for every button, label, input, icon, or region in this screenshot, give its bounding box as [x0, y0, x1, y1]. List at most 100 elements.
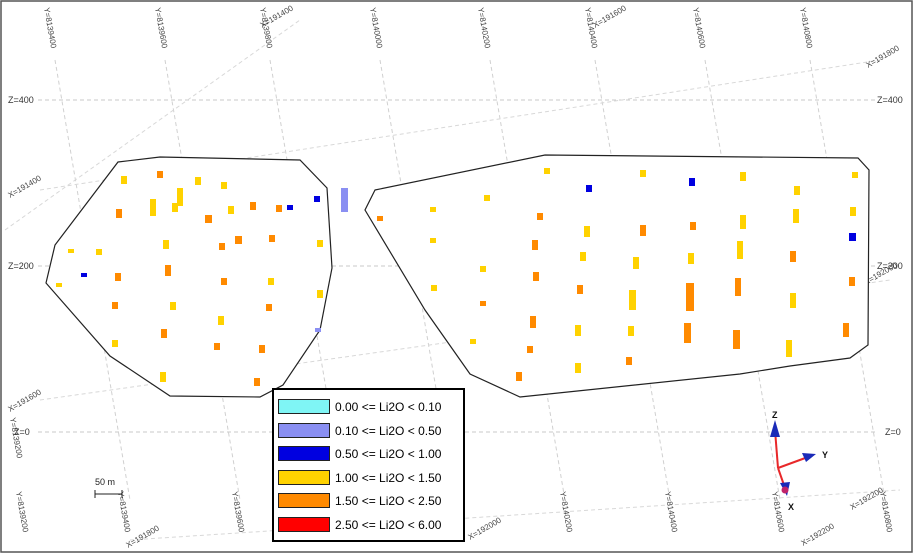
sample-interval [633, 257, 639, 269]
legend-swatch [278, 423, 330, 438]
sample-interval [56, 283, 62, 287]
sample-interval [580, 252, 586, 261]
sample-interval [157, 171, 163, 178]
sample-interval [228, 206, 234, 214]
sample-interval [430, 238, 436, 243]
sample-interval [852, 172, 858, 178]
z-labels-left: Z=400 Z=200 Z=0 [8, 95, 34, 437]
svg-text:Z: Z [772, 410, 778, 420]
sample-interval [470, 339, 476, 344]
sample-interval [516, 372, 522, 381]
svg-text:Y: Y [822, 450, 828, 460]
legend-label: 0.50 <= Li2O < 1.00 [335, 446, 442, 461]
sample-interval [629, 290, 636, 310]
sample-interval [116, 209, 122, 218]
legend: 0.00 <= Li2O < 0.10 0.10 <= Li2O < 0.50 … [272, 388, 465, 542]
sample-interval [586, 185, 592, 192]
sample-interval [544, 168, 550, 174]
sample-interval [786, 340, 792, 357]
sample-interval [537, 213, 543, 220]
legend-label: 1.00 <= Li2O < 1.50 [335, 470, 442, 485]
sample-interval [317, 290, 323, 298]
legend-item: 0.10 <= Li2O < 0.50 [278, 421, 441, 440]
sample-interval [115, 273, 121, 281]
sample-interval [532, 240, 538, 250]
legend-item: 1.50 <= Li2O < 2.50 [278, 491, 441, 510]
svg-text:Z=400: Z=400 [877, 95, 903, 105]
legend-label: 2.50 <= Li2O < 6.00 [335, 517, 442, 532]
svg-text:Z=200: Z=200 [877, 261, 903, 271]
sample-interval [577, 285, 583, 294]
svg-text:50 m: 50 m [95, 477, 115, 487]
sample-interval [219, 243, 225, 250]
sample-interval [684, 323, 691, 343]
sample-interval [430, 207, 436, 212]
sample-interval [735, 278, 741, 296]
sample-interval [740, 215, 746, 229]
legend-item: 1.00 <= Li2O < 1.50 [278, 468, 441, 487]
sample-interval [317, 240, 323, 247]
sample-interval [689, 178, 695, 186]
sample-interval [686, 283, 694, 311]
sample-interval [161, 329, 167, 338]
sample-interval [688, 253, 694, 264]
sample-interval [849, 233, 856, 241]
sample-interval [160, 372, 166, 382]
sample-interval [177, 188, 183, 206]
sample-interval [431, 285, 437, 291]
sample-interval [575, 325, 581, 336]
sample-interval [266, 304, 272, 311]
sample-interval [205, 215, 212, 223]
sample-interval [527, 346, 533, 353]
sample-interval [287, 205, 293, 210]
legend-label: 0.10 <= Li2O < 0.50 [335, 423, 442, 438]
sample-interval [584, 226, 590, 237]
sample-interval [269, 235, 275, 242]
sample-interval [737, 241, 743, 259]
sample-interval [640, 225, 646, 236]
sample-interval [484, 195, 490, 201]
sample-interval [314, 196, 320, 202]
svg-text:Z=0: Z=0 [885, 427, 901, 437]
sample-interval [250, 202, 256, 210]
sample-interval [790, 251, 796, 262]
sample-interval [96, 249, 102, 255]
sample-interval [849, 277, 855, 286]
sample-interval [740, 172, 746, 181]
z-labels-right: Z=400 Z=200 Z=0 [877, 95, 903, 437]
sample-interval [221, 278, 227, 285]
legend-swatch [278, 517, 330, 532]
sample-interval [480, 301, 486, 306]
sample-interval [68, 249, 74, 253]
sample-interval [790, 293, 796, 308]
sample-interval [165, 265, 171, 276]
legend-swatch [278, 493, 330, 508]
sample-interval [170, 302, 176, 310]
legend-item: 0.00 <= Li2O < 0.10 [278, 397, 441, 416]
sample-interval [121, 176, 127, 184]
legend-item: 0.50 <= Li2O < 1.00 [278, 444, 441, 463]
sample-interval [341, 188, 348, 212]
sample-interval [195, 177, 201, 185]
sample-interval [112, 340, 118, 347]
sample-interval [626, 357, 632, 365]
sample-interval [843, 323, 849, 337]
sample-interval [850, 207, 856, 216]
svg-text:Z=400: Z=400 [8, 95, 34, 105]
sample-interval [81, 273, 87, 277]
scale-bar: 50 m [94, 477, 123, 498]
svg-text:Z=200: Z=200 [8, 261, 34, 271]
legend-item: 2.50 <= Li2O < 6.00 [278, 515, 441, 534]
sample-interval [733, 330, 740, 349]
sample-interval [628, 326, 634, 336]
sample-interval [530, 316, 536, 328]
sample-interval [533, 272, 539, 281]
legend-swatch [278, 470, 330, 485]
axes-triad: Z Y X [770, 410, 828, 512]
sample-interval [640, 170, 646, 177]
svg-text:X: X [788, 502, 794, 512]
legend-label: 0.00 <= Li2O < 0.10 [335, 399, 442, 414]
sample-interval [221, 182, 227, 189]
sample-interval [163, 240, 169, 249]
legend-label: 1.50 <= Li2O < 2.50 [335, 493, 442, 508]
